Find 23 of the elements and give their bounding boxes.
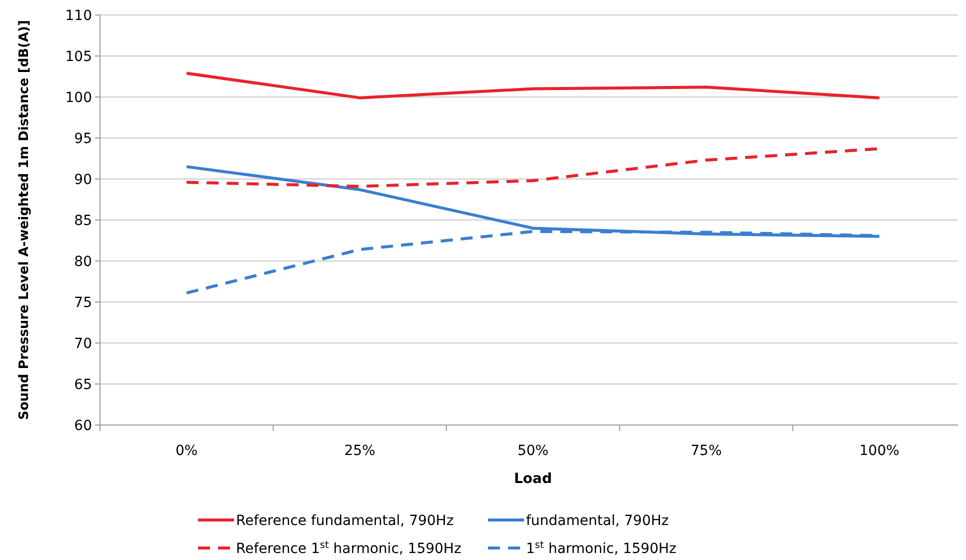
y-tick-label: 60 — [74, 418, 92, 434]
legend-label: Reference 1$^{st}$ harmonic, 1590Hz — [236, 539, 462, 557]
y-tick-label: 70 — [74, 336, 92, 352]
x-tick-label: 75% — [690, 443, 722, 459]
legend-label: fundamental, 790Hz — [526, 512, 669, 529]
y-tick-label: 100 — [65, 90, 92, 106]
line-series — [185, 72, 881, 100]
x-tick-label: 50% — [517, 443, 549, 459]
y-tick-label: 90 — [74, 172, 92, 188]
y-tick-label: 80 — [74, 254, 92, 270]
y-tick-label: 65 — [74, 376, 92, 393]
y-tick-label: 85 — [74, 212, 92, 229]
y-axis-title: Sound Pressure Level A-weighted 1m Distance [dB(A)] — [17, 20, 32, 420]
legend-label: 1$^{st}$ harmonic, 1590Hz — [526, 539, 676, 557]
x-tick-label: 25% — [344, 443, 376, 459]
x-tick-label: 0% — [175, 443, 198, 459]
x-axis-title: Load — [514, 471, 552, 487]
y-tick-label: 95 — [74, 130, 92, 147]
y-tick-label: 110 — [65, 8, 92, 24]
y-tick-label: 75 — [74, 294, 92, 311]
y-tick-label: 105 — [65, 48, 92, 65]
x-tick-label: 100% — [859, 443, 900, 459]
legend-label: Reference fundamental, 790Hz — [236, 512, 454, 529]
